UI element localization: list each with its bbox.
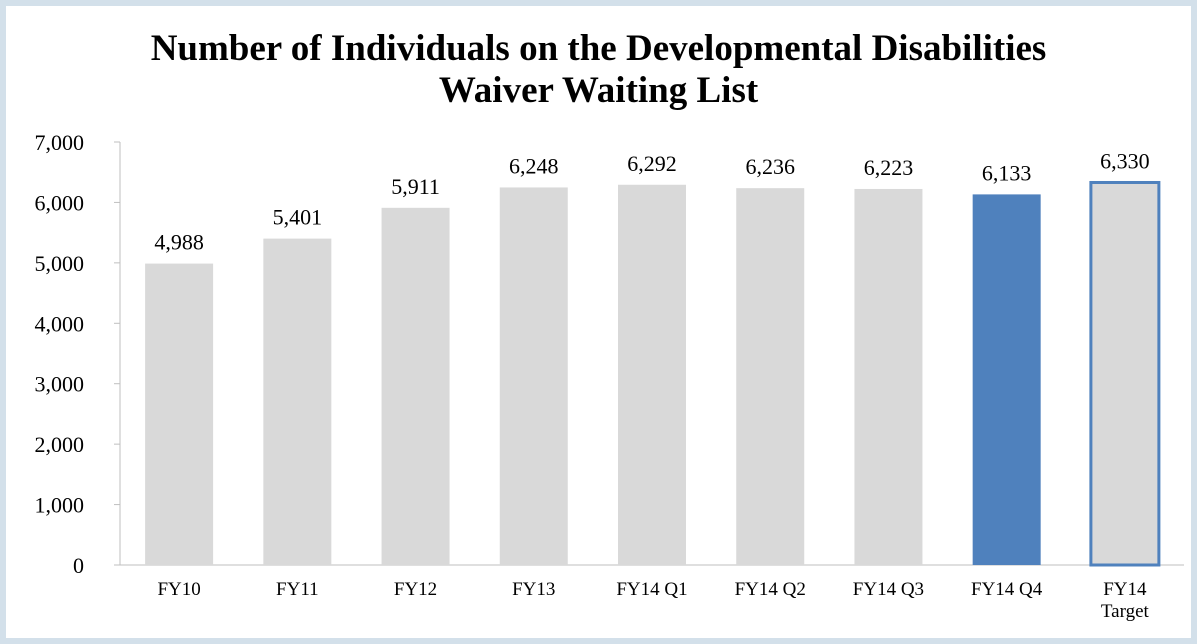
bar [1089,180,1161,567]
bar [499,187,568,565]
y-tick-label: 6,000 [35,190,85,215]
bar [618,184,686,565]
value-label: 5,401 [273,205,323,230]
x-tick-label: FY14 Q1 [616,579,688,600]
value-label: 6,236 [745,154,795,179]
x-tick-label: FY12 [393,579,438,600]
plot: 0 1,000 2,000 3,000 4,000 5,000 6,000 7,000 4,98… [35,130,1184,578]
value-label: 6,223 [864,155,914,180]
bar [263,238,332,565]
y-tick-label: 3,000 [35,372,85,397]
chart-title: Number of Individuals on the Development… [150,28,1047,111]
value-label: 6,330 [1100,148,1150,173]
bar [972,194,1041,565]
y-tick-label: 2,000 [35,432,85,457]
x-tick-label: FY10 [157,579,201,600]
bar [854,188,923,565]
y-tick-label: 7,000 [35,130,85,155]
value-label: 6,133 [982,160,1032,185]
x-tick-label: FY14 Q4 [971,579,1043,600]
y-tick-label: 1,000 [35,493,85,518]
x-tick-label: FY13 [512,579,556,600]
y-tick-label: 0 [73,553,84,578]
x-tick-label: FY14 Q2 [734,579,806,600]
value-label: 5,911 [391,174,440,199]
y-tick-label: 5,000 [35,251,85,276]
value-label: 4,988 [154,230,204,255]
value-label: 6,248 [509,153,559,178]
bar [145,263,214,565]
x-tick-label: FY14 Target [1100,579,1149,622]
bar [736,188,805,566]
x-tick-label: FY11 [276,579,319,600]
y-tick-label: 4,000 [35,311,85,336]
value-label: 6,292 [627,151,677,176]
bar [381,207,450,566]
x-tick-label: FY14 Q3 [852,579,925,600]
